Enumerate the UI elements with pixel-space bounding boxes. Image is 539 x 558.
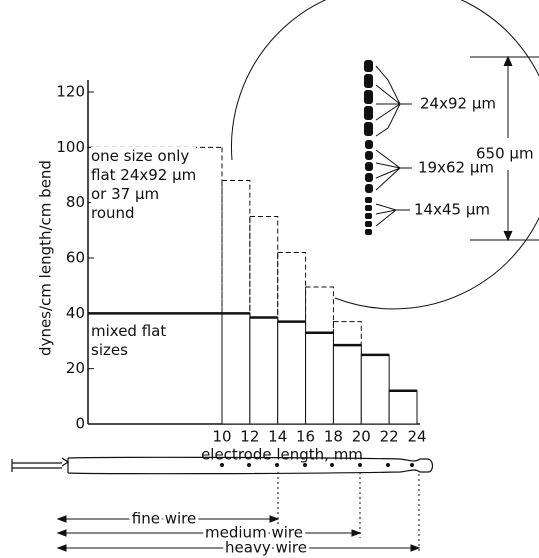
x-tick-label: 12 — [240, 428, 259, 446]
bar — [332, 344, 362, 425]
y-tick-label: 100 — [56, 138, 85, 156]
wire-label: fine wire — [132, 510, 196, 528]
wire-label: heavy wire — [225, 539, 307, 557]
bar — [388, 390, 418, 425]
x-tick-label: 24 — [407, 428, 426, 446]
inset-label: 24x92 μm — [420, 95, 496, 113]
y-tick-label: 20 — [66, 359, 85, 377]
x-tick-label: 14 — [268, 428, 287, 446]
wire-dimensions — [56, 472, 421, 553]
legend-label: mixed flat sizes — [91, 322, 167, 360]
inset-label: 14x45 μm — [414, 201, 490, 219]
x-tick-label: 16 — [296, 428, 315, 446]
bar — [277, 321, 307, 425]
electrode-drawing — [11, 456, 434, 475]
inset-label: 19x62 μm — [418, 159, 494, 177]
legend-label: one size only flat 24x92 μm or 37 μm rou… — [91, 147, 197, 223]
electrode-contacts — [220, 463, 414, 467]
inset-label: 650 μm — [476, 145, 534, 163]
wire-label: medium wire — [205, 524, 303, 542]
x-tick-label: 20 — [352, 428, 371, 446]
bar — [305, 332, 334, 425]
inset-electrode — [364, 60, 373, 235]
inset-circle — [230, 0, 539, 310]
bar — [360, 354, 390, 425]
bar — [221, 312, 251, 425]
y-tick-label: 0 — [75, 415, 85, 433]
y-tick-label: 40 — [66, 304, 85, 322]
y-tick-label: 80 — [66, 193, 85, 211]
x-axis-label: electrode length, mm — [201, 446, 363, 464]
x-tick-label: 10 — [212, 428, 231, 446]
inset-leaders — [375, 55, 539, 242]
y-tick-label: 120 — [56, 83, 85, 101]
x-tick-label: 18 — [324, 428, 343, 446]
y-axis-label: dynes/cm length/cm bend — [37, 160, 55, 356]
bar — [249, 316, 279, 425]
x-tick-label: 22 — [380, 428, 399, 446]
y-tick-label: 60 — [66, 249, 85, 267]
